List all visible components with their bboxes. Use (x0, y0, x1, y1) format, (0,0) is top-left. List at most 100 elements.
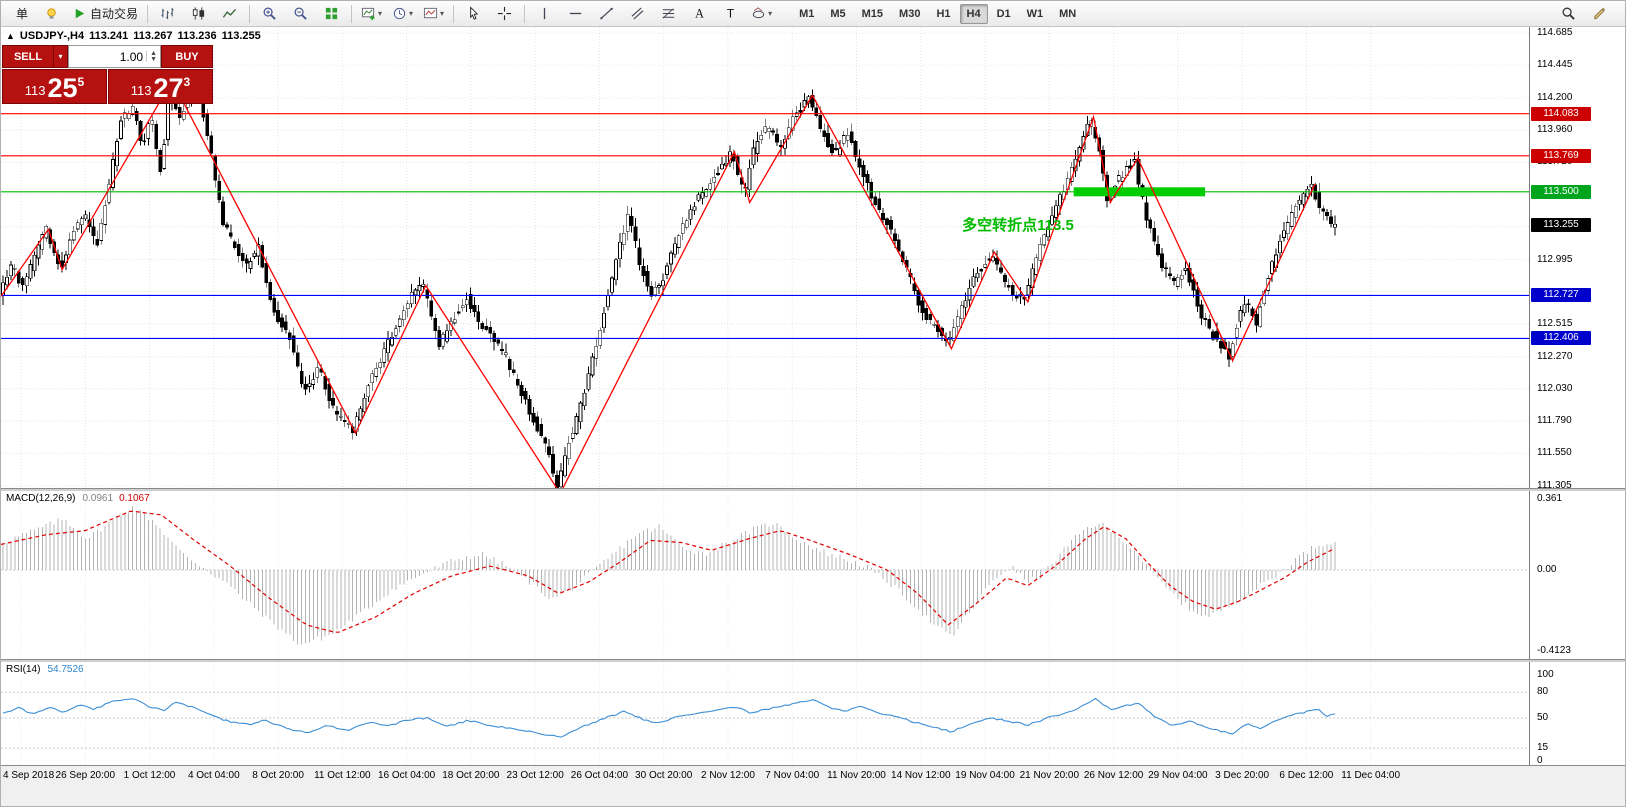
svg-text:T: T (727, 7, 735, 21)
timeframe-m30[interactable]: M30 (899, 7, 921, 20)
timeframe-m1[interactable]: M1 (799, 7, 815, 20)
timeframe-m5[interactable]: M5 (830, 7, 846, 20)
time-axis-label: 29 Nov 04:00 (1148, 770, 1208, 781)
price-level-badge: 114.083 (1531, 106, 1591, 121)
crosshair-button[interactable] (490, 2, 519, 25)
time-axis-label: 11 Nov 20:00 (827, 770, 886, 781)
buy-price-point: 3 (183, 75, 191, 89)
trade-options-dropdown[interactable]: ▾ (54, 45, 68, 68)
zoom-out-button[interactable] (286, 2, 315, 25)
price-tick-label: 112.030 (1537, 382, 1573, 394)
candlestick-chart-button[interactable] (184, 2, 213, 25)
horizontal-line-button[interactable] (561, 2, 590, 25)
time-axis-label: 26 Nov 12:00 (1083, 770, 1144, 781)
macd-panel[interactable]: MACD(12,26,9) 0.0961 0.1067 (1, 491, 1529, 659)
volume-stepper: ▲ ▼ (146, 50, 160, 63)
buy-price-pips: 27 (153, 73, 184, 104)
toolbar-right-group (1553, 2, 1615, 25)
price-tick-label: 113.960 (1537, 124, 1573, 136)
time-axis-label: 1 Oct 12:00 (123, 770, 176, 781)
sell-price-whole: 113 (24, 83, 46, 98)
quote-close: 113.255 (221, 30, 261, 42)
time-axis-label: 4 Oct 04:00 (187, 770, 240, 781)
price-tick-label: 112.515 (1537, 317, 1573, 329)
rsi-value: 54.7526 (47, 664, 84, 675)
price-chart[interactable]: ▲ USDJPY-,H4 113.241 113.267 113.236 113.255 … (1, 27, 1529, 488)
rsi-panel[interactable]: RSI(14) 54.7526 (1, 662, 1529, 765)
price-tick-label: 111.790 (1537, 414, 1572, 426)
timeframe-h4[interactable]: H4 (959, 3, 988, 24)
time-axis-label: 23 Oct 12:00 (506, 770, 564, 781)
price-tick-label: 112.995 (1537, 253, 1573, 265)
profiles-button[interactable]: ▾ (388, 2, 417, 25)
quote-open: 113.241 (89, 30, 129, 42)
time-axis-label: 11 Oct 12:00 (314, 770, 371, 781)
trendline-button[interactable] (592, 2, 621, 25)
bar-chart-button[interactable] (153, 2, 182, 25)
time-axis-label: 26 Oct 04:00 (570, 770, 629, 781)
one-click-trade-panel: SELL ▾ 1.00 ▲ ▼ BUY 113 25 5 113 27 3 (2, 45, 213, 104)
time-axis-label: 3 Dec 20:00 (1215, 770, 1270, 781)
toolbar-separator (147, 4, 149, 23)
volume-up-arrow[interactable]: ▲ (150, 50, 157, 57)
main-toolbar: 单自动交易 ▾ ▾ ▾ A T ▾ M1 M5 M15 M30 H1 H4 D1 W1 MN (1, 1, 1625, 27)
buy-price-button[interactable]: 113 27 3 (108, 69, 213, 104)
zoom-in-button[interactable] (255, 2, 284, 25)
timeframe-mn[interactable]: MN (1059, 7, 1077, 20)
templates-button[interactable]: ▾ (419, 2, 448, 25)
toolbar-separator (453, 4, 455, 23)
sell-price-button[interactable]: 113 25 5 (2, 69, 107, 104)
chart-annotation-text[interactable]: 多空转折点113.5 (962, 216, 1074, 234)
timeframe-w1[interactable]: W1 (1026, 7, 1044, 20)
timeframe-d1[interactable]: D1 (996, 7, 1011, 20)
tile-windows-button[interactable] (317, 2, 346, 25)
rsi-tick-label: 100 (1537, 669, 1554, 680)
timeframe-h1[interactable]: H1 (936, 7, 951, 20)
price-level-badge: 112.406 (1531, 331, 1591, 346)
new-chart-button[interactable]: ▾ (357, 2, 386, 25)
rsi-label: RSI(14) 54.7526 (6, 664, 84, 675)
time-axis-label: 16 Oct 04:00 (377, 770, 436, 781)
buy-button[interactable]: BUY (161, 45, 213, 68)
text-button[interactable]: A (685, 2, 714, 25)
price-tick-label: 114.445 (1537, 59, 1573, 71)
symbol-timeframe-label: USDJPY-,H4 (19, 30, 85, 42)
bulb-icon-button[interactable] (37, 2, 66, 25)
fibonacci-button[interactable] (654, 2, 683, 25)
shapes-button[interactable]: ▾ (747, 2, 776, 25)
rsi-line (2, 697, 1335, 738)
volume-input[interactable]: 1.00 ▲ ▼ (68, 45, 161, 68)
panel-splitter[interactable] (1, 659, 1625, 662)
macd-main-value: 0.0961 (82, 493, 114, 504)
search-button[interactable] (1554, 2, 1583, 25)
time-axis-label: 6 Dec 12:00 (1279, 770, 1334, 781)
channel-button[interactable] (623, 2, 652, 25)
sell-button[interactable]: SELL (2, 45, 54, 68)
new-order-button[interactable]: 单 (15, 7, 28, 21)
macd-signal-line (1, 510, 1336, 633)
zigzag-line (1, 79, 1316, 488)
volume-value: 1.00 (119, 49, 144, 64)
price-level-badge: 113.500 (1531, 184, 1591, 199)
time-axis: 4 Sep 2018 26 Sep 20:00 1 Oct 12:00 4 Oct 0… (1, 765, 1625, 806)
autotrading-button[interactable]: 自动交易 (68, 2, 142, 25)
price-level-badge: 112.727 (1531, 288, 1591, 303)
timeframe-m15[interactable]: M15 (861, 7, 884, 20)
line-chart-button[interactable] (215, 2, 244, 25)
cursor-button[interactable] (459, 2, 488, 25)
price-axis: 114.685114.445114.200113.960113.720112.9… (1529, 27, 1625, 766)
candlestick-chart-canvas (1, 27, 1529, 488)
volume-down-arrow[interactable]: ▼ (150, 55, 157, 63)
vertical-line-button[interactable] (530, 2, 559, 25)
rsi-chart-canvas (1, 662, 1529, 765)
macd-tick-label: 0.361 (1537, 493, 1563, 504)
panel-splitter[interactable] (1, 488, 1625, 491)
edit-button[interactable] (1585, 2, 1614, 25)
quote-line: ▲ USDJPY-,H4 113.241 113.267 113.236 113.255 (6, 30, 266, 42)
time-axis-label: 19 Nov 04:00 (955, 770, 1015, 781)
rsi-tick-label: 80 (1537, 686, 1549, 698)
time-axis-label: 7 Nov 04:00 (765, 770, 820, 781)
label-button[interactable]: T (716, 2, 745, 25)
rsi-tick-label: 50 (1537, 712, 1549, 723)
